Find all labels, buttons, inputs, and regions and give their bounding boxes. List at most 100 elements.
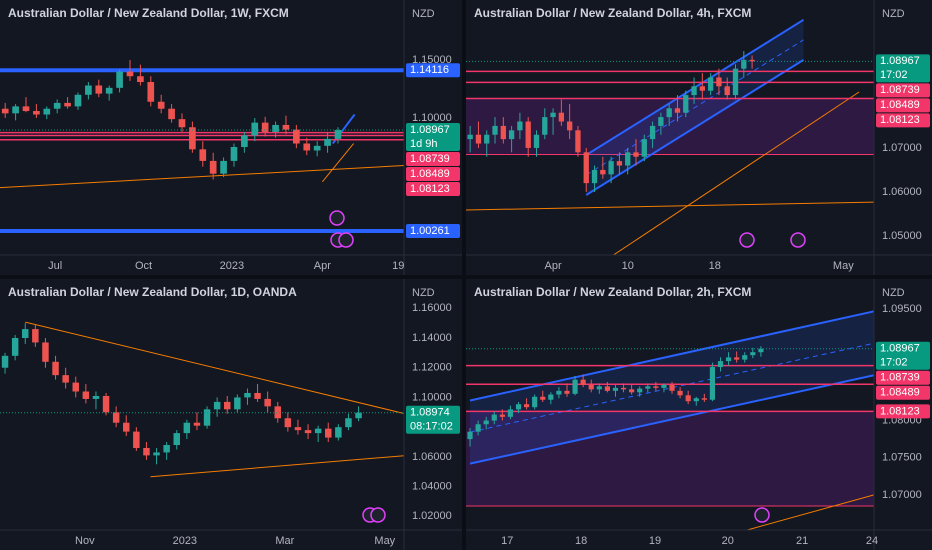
candle-body: [303, 143, 311, 151]
zone: [466, 411, 874, 506]
candle-body: [32, 329, 39, 343]
candle-body: [62, 375, 69, 383]
price-label-box: [406, 405, 460, 434]
chart-title: Australian Dollar / New Zealand Dollar, …: [8, 285, 297, 299]
event-icon[interactable]: [329, 210, 345, 226]
candle-body: [674, 108, 681, 113]
panel-background: [0, 279, 462, 550]
level-label-box: [876, 385, 930, 400]
candle-body: [645, 386, 651, 389]
candle-body: [314, 428, 322, 434]
candle-body: [33, 111, 40, 115]
candle-body: [558, 112, 565, 122]
candle-body: [334, 129, 342, 139]
candle-body: [716, 77, 722, 87]
candle-body: [72, 382, 79, 392]
candle-body: [758, 348, 764, 353]
candle-body: [734, 357, 740, 360]
x-tick-label: Mar: [275, 535, 294, 547]
currency-label: NZD: [412, 287, 435, 299]
x-tick-label: May: [374, 535, 395, 547]
x-tick-label: May: [833, 260, 854, 272]
event-icon[interactable]: [754, 507, 770, 523]
level-label-box: [406, 151, 460, 166]
candle-body: [241, 135, 248, 147]
candle-body: [251, 122, 259, 136]
chart-title: Australian Dollar / New Zealand Dollar, …: [474, 285, 751, 299]
candle-body: [133, 431, 140, 448]
candle-body: [517, 121, 523, 131]
price-label-box: [876, 54, 930, 83]
price-label: 1.08967: [880, 55, 920, 67]
candle-body: [157, 101, 165, 109]
candle-body: [709, 367, 716, 400]
x-tick-label: 18: [709, 260, 721, 272]
candle-body: [105, 87, 113, 94]
candle-body: [508, 130, 515, 140]
candle-body: [732, 68, 739, 96]
candle-body: [653, 386, 659, 388]
x-tick-label: 21: [796, 535, 808, 547]
x-tick-label: Apr: [545, 260, 562, 272]
price-axis: [874, 0, 932, 275]
x-tick-label: 2023: [220, 260, 244, 272]
y-tick-label: 1.14000: [412, 332, 452, 344]
candle-body: [612, 387, 619, 391]
candle-body: [264, 398, 271, 407]
trendline: [613, 91, 860, 256]
candle-body: [467, 134, 473, 140]
event-icon[interactable]: [739, 232, 755, 248]
candle-body: [261, 122, 269, 132]
trendline: [466, 201, 875, 211]
candle-body: [42, 342, 49, 362]
candle-body: [85, 85, 92, 95]
level-label: 1.08739: [880, 84, 920, 96]
candle-body: [540, 396, 546, 400]
level-label-box: [876, 404, 930, 419]
level-label-box: [876, 98, 930, 113]
candle-body: [532, 396, 538, 408]
level-label-box: [406, 223, 460, 238]
candle-body: [475, 424, 481, 432]
event-icon[interactable]: [338, 232, 354, 248]
candle-body: [564, 390, 570, 394]
candle-body: [724, 86, 730, 96]
level-label: 1.08489: [410, 168, 450, 180]
candle-body: [666, 108, 672, 118]
y-tick-label: 1.07000: [882, 489, 922, 501]
candle-body: [637, 388, 643, 393]
candle-body: [475, 134, 482, 144]
candle-body: [193, 422, 201, 426]
y-tick-label: 1.10000: [412, 391, 452, 403]
candle-body: [92, 395, 100, 399]
x-tick-label: Nov: [75, 535, 95, 547]
level-label: 1.08739: [410, 153, 450, 165]
price-label-box: [406, 122, 460, 151]
candle-body: [620, 387, 627, 390]
x-tick-label: Jul: [48, 260, 62, 272]
event-icon[interactable]: [790, 232, 806, 248]
candle-body: [11, 337, 19, 356]
y-tick-label: 1.16000: [412, 302, 452, 314]
y-tick-label: 1.06000: [882, 186, 922, 198]
candle-body: [525, 121, 531, 148]
candle-body: [596, 386, 602, 390]
candle-body: [749, 59, 755, 62]
candle-body: [600, 169, 606, 175]
candle-body: [492, 125, 498, 135]
candle-body: [335, 427, 342, 438]
candle-body: [224, 401, 231, 410]
candle-body: [542, 117, 548, 135]
candle-body: [533, 134, 540, 148]
y-tick-label: 1.05000: [882, 230, 922, 242]
candle-body: [633, 152, 639, 157]
candle-body: [467, 431, 473, 440]
level-label: 1.08489: [880, 387, 920, 399]
candle-body: [483, 420, 489, 425]
x-tick-label: 10: [622, 260, 634, 272]
channel-line: [469, 374, 875, 465]
currency-label: NZD: [412, 8, 435, 20]
candle-body: [707, 77, 714, 91]
candle-body: [163, 444, 170, 453]
event-icon[interactable]: [370, 507, 386, 523]
